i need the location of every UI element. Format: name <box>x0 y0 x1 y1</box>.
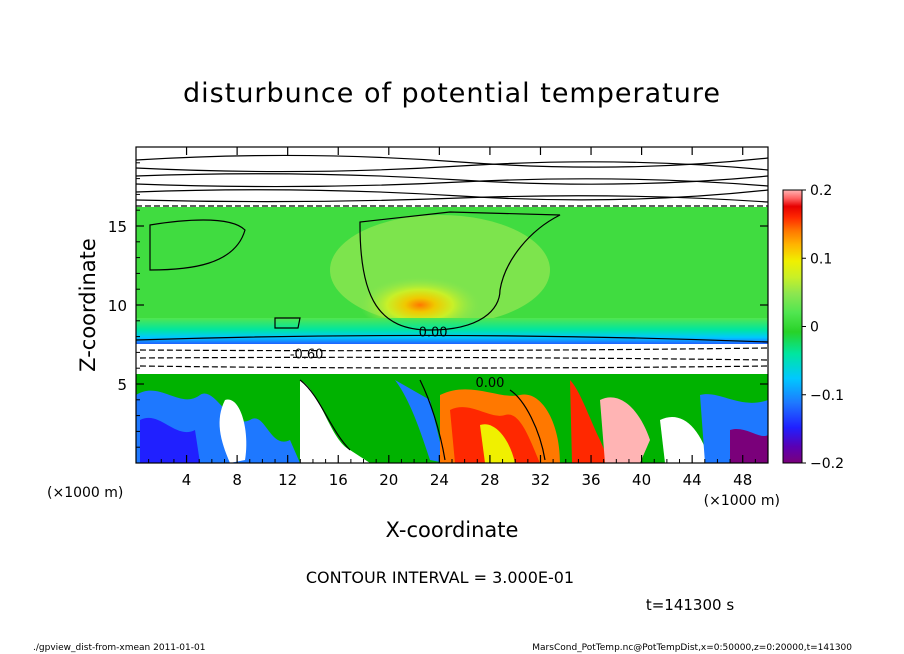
x-tick-label: 40 <box>632 471 651 489</box>
y-tick-label: 15 <box>108 218 127 236</box>
heatmap-field <box>136 147 768 463</box>
x-tick-label: 12 <box>278 471 297 489</box>
colorbar-tick-label: 0 <box>810 320 819 336</box>
x-tick-label: 24 <box>430 471 449 489</box>
x-tick-label: 44 <box>683 471 702 489</box>
x-tick-label: 16 <box>329 471 348 489</box>
colorbar-ticks: 0.2 0.1 0 −0.1 −0.2 <box>802 183 844 472</box>
x-axis-label: X-coordinate <box>386 518 519 542</box>
chart-title: disturbunce of potential temperature <box>183 78 721 109</box>
contour-lines <box>136 154 768 461</box>
x-tick-label: 4 <box>182 471 192 489</box>
y-tick-label: 5 <box>117 376 127 394</box>
x-tick-label: 8 <box>232 471 242 489</box>
x-unit-left: (×1000 m) <box>47 485 123 501</box>
colorbar-tick-label: 0.1 <box>810 251 832 267</box>
contour-labels: 0.00 -0.60 0.00 <box>290 326 505 392</box>
y-axis: 5 10 15 <box>108 162 768 448</box>
colorbar-tick-label: −0.1 <box>810 388 844 404</box>
x-tick-label: 36 <box>581 471 600 489</box>
x-tick-label: 48 <box>733 471 752 489</box>
colorbar <box>782 189 803 464</box>
x-tick-label: 28 <box>480 471 499 489</box>
contour-label: 0.00 <box>419 326 448 341</box>
x-axis: 4 8 12 16 20 24 28 32 36 40 44 48 <box>148 147 756 489</box>
contour-label: 0.00 <box>475 376 504 391</box>
time-text: t=141300 s <box>646 596 734 614</box>
x-tick-label: 32 <box>531 471 550 489</box>
colorbar-tick-label: 0.2 <box>810 183 832 199</box>
y-axis-label: Z-coordinate <box>76 238 100 372</box>
contour-interval-text: CONTOUR INTERVAL = 3.000E-01 <box>306 568 574 587</box>
x-tick-label: 20 <box>379 471 398 489</box>
footer-right: MarsCond_PotTemp.nc@PotTempDist,x=0:5000… <box>532 643 852 653</box>
cool-band <box>136 318 768 344</box>
x-unit-right: (×1000 m) <box>704 493 780 509</box>
contour-label: -0.60 <box>290 348 324 363</box>
y-tick-label: 10 <box>108 297 127 315</box>
footer-left: ./gpview_dist-from-xmean 2011-01-01 <box>33 643 205 653</box>
colorbar-tick-label: −0.2 <box>810 456 844 472</box>
